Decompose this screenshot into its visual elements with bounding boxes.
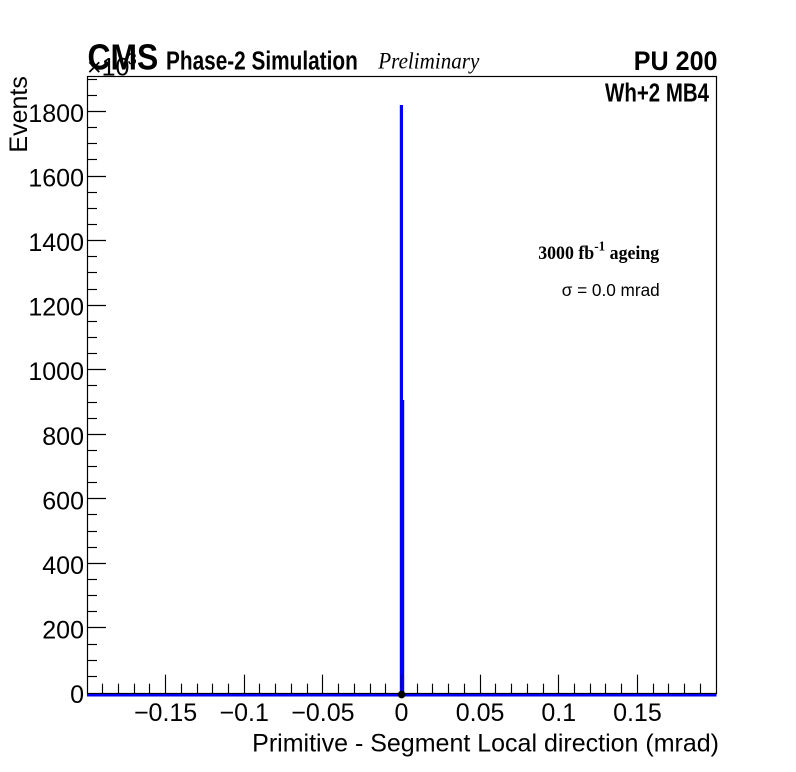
svg-text:×103: ×103 [87,49,137,81]
svg-text:3000 fb-1 ageing: 3000 fb-1 ageing [538,238,660,263]
svg-text:PU 200: PU 200 [634,45,718,76]
svg-text:400: 400 [42,552,84,580]
svg-text:1800: 1800 [28,100,84,128]
svg-text:0: 0 [395,699,409,727]
svg-text:1000: 1000 [28,358,84,386]
svg-text:−0.05: −0.05 [291,699,354,727]
svg-text:Phase-2 Simulation: Phase-2 Simulation [166,46,358,75]
svg-text:0.1: 0.1 [541,699,576,727]
svg-text:Preliminary: Preliminary [377,48,479,74]
svg-text:−0.1: −0.1 [220,699,269,727]
svg-text:σ = 0.0 mrad: σ = 0.0 mrad [562,280,660,300]
svg-text:1600: 1600 [28,165,84,193]
svg-text:Wh+2 MB4: Wh+2 MB4 [605,78,709,107]
svg-text:600: 600 [42,487,84,515]
svg-text:Primitive - Segment Local dire: Primitive - Segment Local direction (mra… [252,730,719,758]
svg-text:0.15: 0.15 [613,699,662,727]
svg-text:200: 200 [42,616,84,644]
svg-text:0.05: 0.05 [456,699,505,727]
svg-text:Events: Events [5,76,33,152]
svg-text:−0.15: −0.15 [134,699,197,727]
svg-text:CMS: CMS [88,38,159,78]
svg-text:1400: 1400 [28,229,84,257]
svg-text:800: 800 [42,423,84,451]
svg-text:0: 0 [70,681,84,709]
svg-text:1200: 1200 [28,294,84,322]
